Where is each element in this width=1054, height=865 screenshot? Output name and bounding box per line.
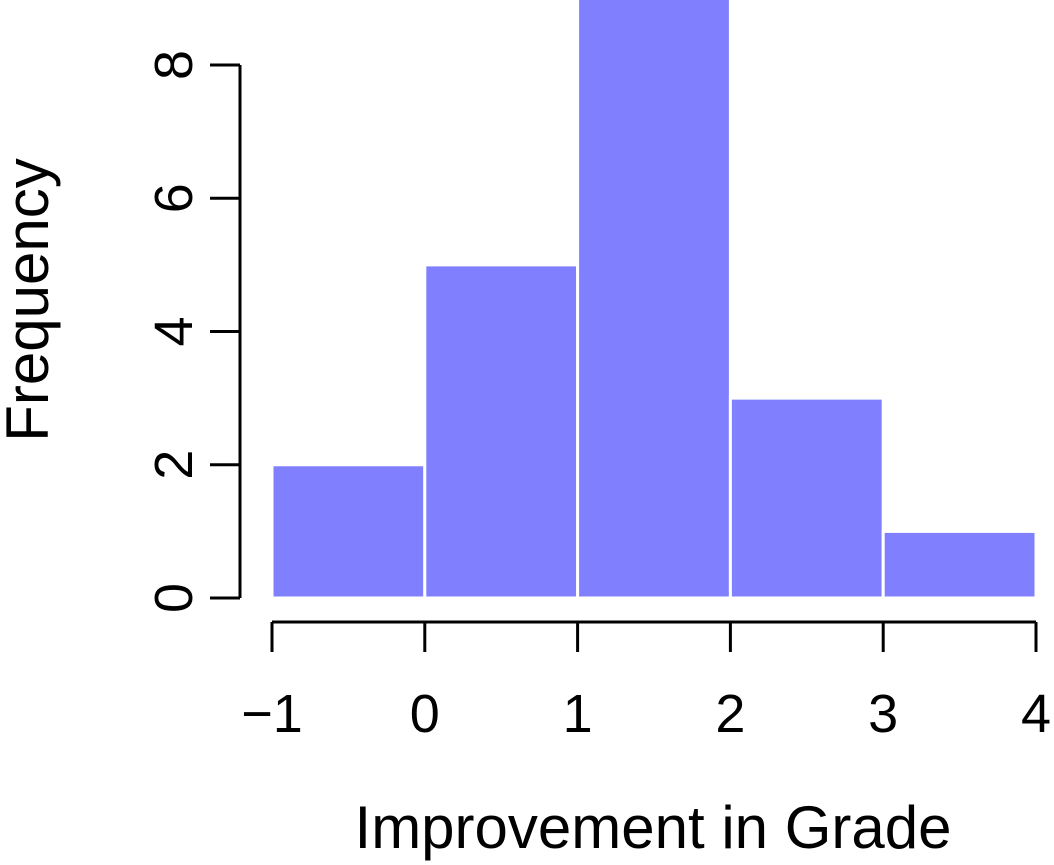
x-axis-title: Improvement in Grade xyxy=(355,794,952,861)
x-tick-label-0: −1 xyxy=(241,684,303,744)
histogram-bar-2 xyxy=(576,0,732,600)
y-tick-label-4: 8 xyxy=(144,50,204,80)
y-tick-label-2: 4 xyxy=(144,316,204,346)
y-tick-label-0: 0 xyxy=(144,583,204,613)
x-axis: −1 0 1 2 3 4 xyxy=(241,620,1051,744)
x-tick-label-2: 1 xyxy=(563,684,593,744)
histogram-bar-0 xyxy=(270,463,427,600)
x-tick-label-3: 2 xyxy=(715,684,745,744)
histogram-bar-4 xyxy=(881,529,1038,600)
y-axis: 0 2 4 6 8 xyxy=(144,50,242,613)
y-axis-title: Frequency xyxy=(0,158,61,441)
y-tick-label-1: 2 xyxy=(144,450,204,480)
histogram-bar-1 xyxy=(423,263,580,600)
x-tick-label-4: 3 xyxy=(868,684,898,744)
x-tick-label-1: 0 xyxy=(410,684,440,744)
bars-group xyxy=(270,0,1038,600)
y-tick-label-3: 6 xyxy=(144,183,204,213)
x-tick-label-5: 4 xyxy=(1021,684,1051,744)
histogram-bar-3 xyxy=(728,396,885,600)
